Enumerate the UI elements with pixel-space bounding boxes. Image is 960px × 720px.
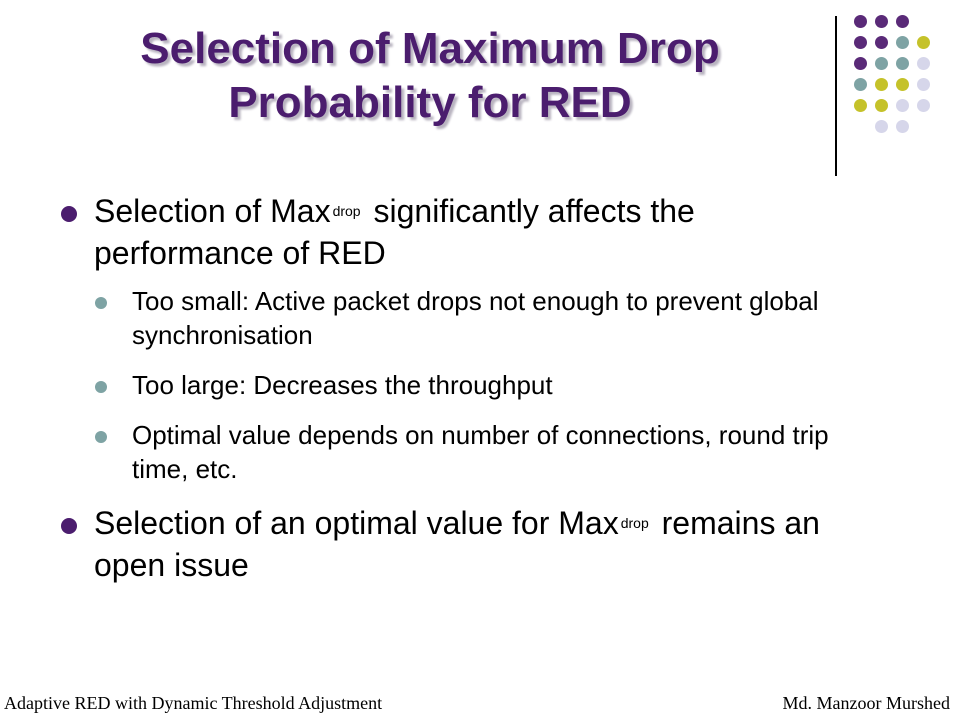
subscript-drop: drop <box>620 515 649 531</box>
decorative-dot <box>917 36 930 49</box>
decorative-dot-grid <box>848 13 938 153</box>
decorative-dot <box>896 57 909 70</box>
slide-title: Selection of Maximum Drop Probability fo… <box>140 24 720 127</box>
decorative-dot <box>896 78 909 91</box>
decorative-dot <box>875 15 888 28</box>
bullet-item-max-drop-effect: Selection of Max drop significantly affec… <box>58 190 838 486</box>
sub-bullet-item-optimal-value: Optimal value depends on number of conne… <box>94 418 838 486</box>
decorative-dot <box>875 57 888 70</box>
decorative-dot <box>854 36 867 49</box>
decorative-dot <box>896 99 909 112</box>
sub-bullet-item-too-small: Too small: Active packet drops not enoug… <box>94 284 838 352</box>
bullet-text-pre: Selection of an optimal value for Max <box>94 505 619 541</box>
decorative-dot <box>875 99 888 112</box>
bullet-text-post: remains an open issue <box>94 505 820 583</box>
decorative-dot <box>896 36 909 49</box>
decorative-dot <box>854 99 867 112</box>
bullet-text-post: significantly affects the performance of… <box>94 193 695 271</box>
decorative-dot <box>917 78 930 91</box>
decorative-dot <box>854 15 867 28</box>
decorative-dot <box>917 57 930 70</box>
bullet-text-pre: Selection of Max <box>94 193 331 229</box>
bullet-item-open-issue: Selection of an optimal value for Max dro… <box>58 502 838 586</box>
sub-bullet-item-too-large: Too large: Decreases the throughput <box>94 368 838 402</box>
decorative-dot <box>875 78 888 91</box>
bullet-list: Selection of Max drop significantly affec… <box>58 190 838 586</box>
decorative-dot <box>896 120 909 133</box>
footer-presentation-title: Adaptive RED with Dynamic Threshold Adju… <box>4 693 383 713</box>
decorative-dot <box>854 57 867 70</box>
subscript-drop: drop <box>332 203 361 219</box>
decorative-dot <box>854 78 867 91</box>
divider-line <box>835 16 837 176</box>
slide-body: Selection of Max drop significantly affec… <box>58 190 838 598</box>
decorative-dot <box>875 120 888 133</box>
decorative-dot <box>917 99 930 112</box>
decorative-dot <box>896 15 909 28</box>
footer-author: Md. Manzoor Murshed <box>782 693 950 713</box>
sub-bullet-list: Too small: Active packet drops not enoug… <box>94 284 838 486</box>
decorative-dot <box>875 36 888 49</box>
